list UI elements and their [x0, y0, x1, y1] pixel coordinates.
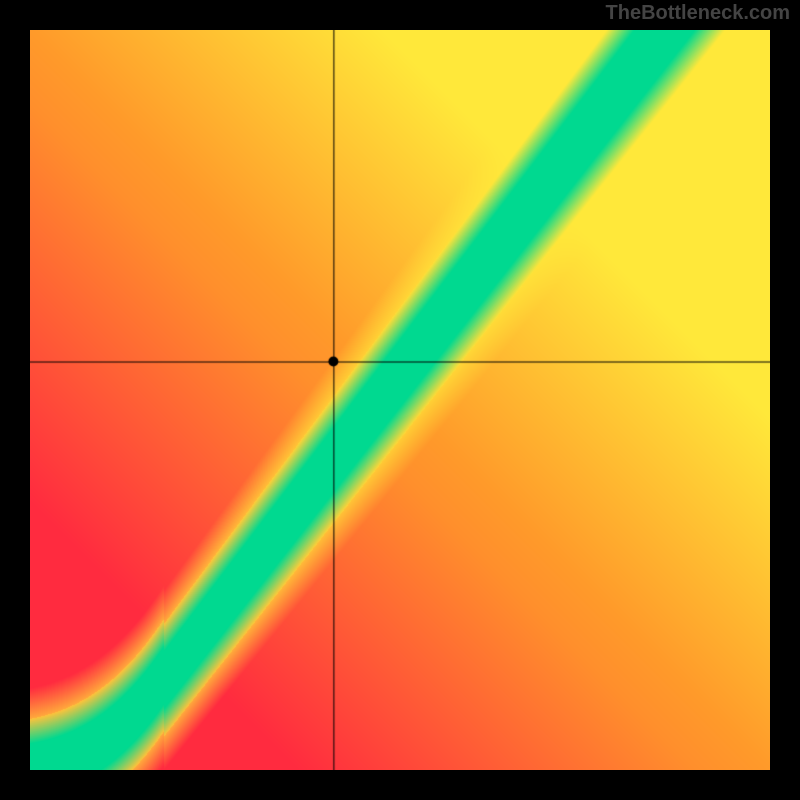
plot-area	[30, 30, 770, 770]
watermark-text: TheBottleneck.com	[606, 2, 790, 25]
chart-container: TheBottleneck.com	[0, 0, 800, 800]
heatmap-canvas	[30, 30, 770, 770]
